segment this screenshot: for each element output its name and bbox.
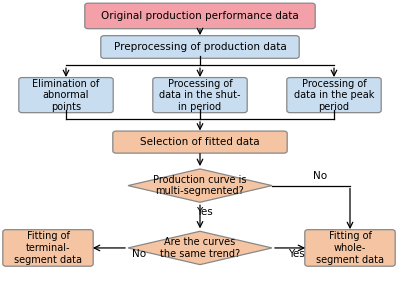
Text: No: No [132, 249, 146, 259]
Text: Yes: Yes [288, 249, 304, 259]
Text: Original production performance data: Original production performance data [101, 11, 299, 21]
Text: Processing of
data in the shut-
in period: Processing of data in the shut- in perio… [159, 79, 241, 112]
FancyBboxPatch shape [3, 230, 93, 266]
Text: Preprocessing of production data: Preprocessing of production data [114, 42, 286, 52]
Text: Are the curves
the same trend?: Are the curves the same trend? [160, 237, 240, 259]
FancyBboxPatch shape [305, 230, 395, 266]
FancyBboxPatch shape [19, 77, 113, 113]
Polygon shape [128, 169, 272, 202]
Text: Fitting of
terminal-
segment data: Fitting of terminal- segment data [14, 231, 82, 264]
Text: No: No [313, 171, 327, 181]
Text: Production curve is
multi-segmented?: Production curve is multi-segmented? [153, 175, 247, 196]
Text: Fitting of
whole-
segment data: Fitting of whole- segment data [316, 231, 384, 264]
Polygon shape [128, 231, 272, 264]
FancyBboxPatch shape [101, 36, 299, 58]
Text: Yes: Yes [196, 207, 213, 217]
Text: Selection of fitted data: Selection of fitted data [140, 137, 260, 147]
Text: Processing of
data in the peak
period: Processing of data in the peak period [294, 79, 374, 112]
FancyBboxPatch shape [153, 77, 247, 113]
Text: Elimination of
abnormal
points: Elimination of abnormal points [32, 79, 100, 112]
FancyBboxPatch shape [85, 3, 315, 29]
FancyBboxPatch shape [287, 77, 381, 113]
FancyBboxPatch shape [113, 131, 287, 153]
